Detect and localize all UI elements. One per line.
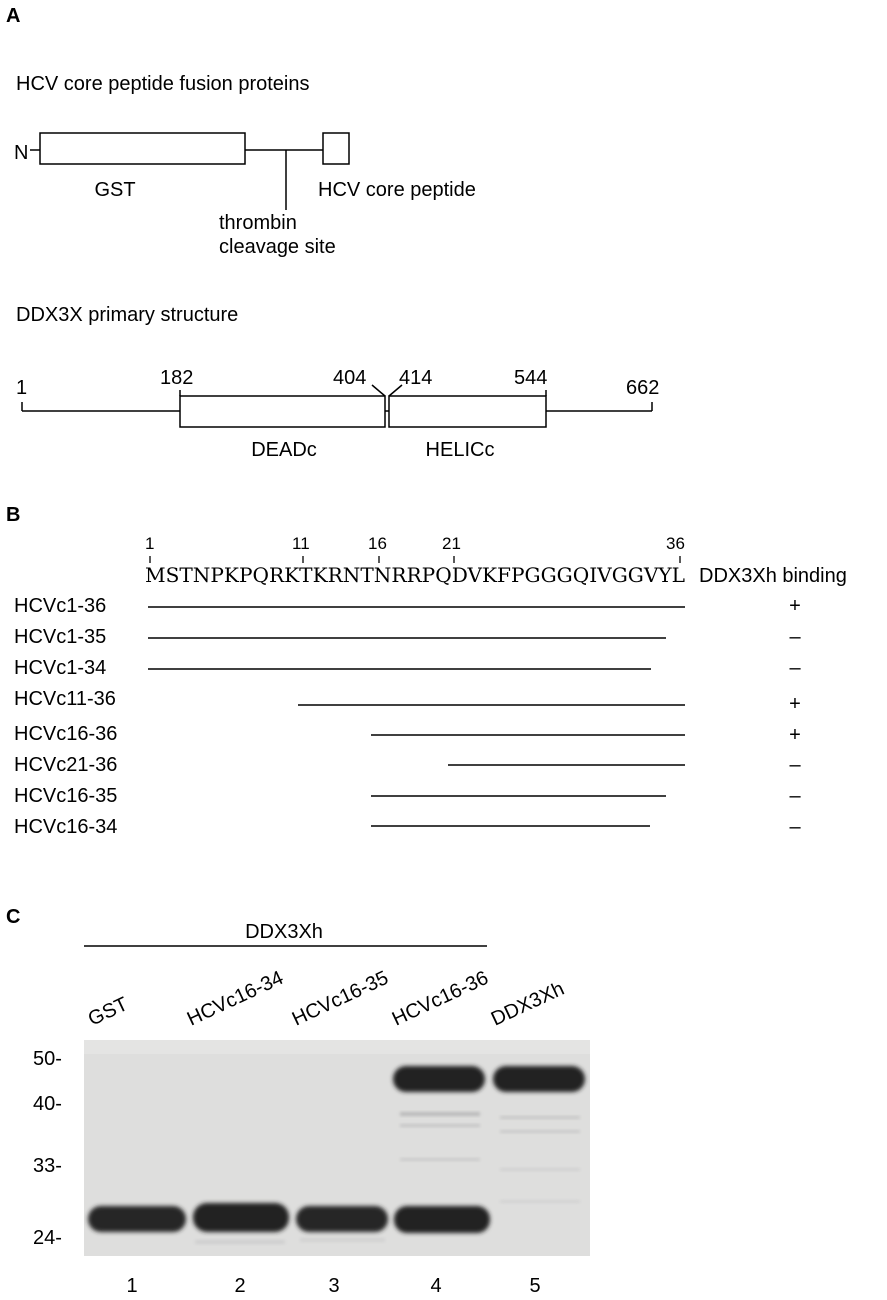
gst-box bbox=[39, 132, 246, 165]
construct-name: HCVc1-34 bbox=[14, 657, 106, 679]
lane-number-4: 4 bbox=[430, 1275, 441, 1297]
lane-label-5: DDX3Xh bbox=[488, 978, 568, 1031]
deadc-label: DEADc bbox=[251, 439, 317, 461]
lane-label-4: HCVc16-36 bbox=[389, 967, 492, 1031]
tick-414 bbox=[388, 384, 403, 397]
lane-number-3: 3 bbox=[328, 1275, 339, 1297]
construct-row-6: HCVc21-36 – bbox=[14, 754, 801, 776]
panel-c: C DDX3Xh GST HCVc16-34 HCVc16-35 HCVc16-… bbox=[6, 906, 590, 1297]
faint-band bbox=[500, 1168, 580, 1171]
residue-tick-11: 11 bbox=[292, 534, 310, 553]
helicc-domain-box bbox=[388, 395, 547, 428]
faint-band bbox=[500, 1130, 580, 1133]
construct-row-4: HCVc11-36 + bbox=[14, 688, 801, 715]
faint-band bbox=[500, 1116, 580, 1119]
lane-number-2: 2 bbox=[234, 1275, 245, 1297]
faint-band bbox=[500, 1200, 580, 1203]
fusion-construct-diagram: N GST HCV core peptide thrombin cleavage… bbox=[14, 132, 476, 258]
core-peptide-label: HCV core peptide bbox=[318, 179, 476, 201]
lane-label-3: HCVc16-35 bbox=[289, 967, 392, 1031]
construct-name: HCVc1-35 bbox=[14, 626, 106, 648]
ddx3x-title: DDX3X primary structure bbox=[16, 304, 238, 326]
position-182: 182 bbox=[160, 367, 193, 389]
panel-c-label: C bbox=[6, 906, 20, 928]
position-544: 544 bbox=[514, 367, 547, 389]
binding-result: + bbox=[789, 693, 801, 715]
lane-label-1: GST bbox=[85, 993, 132, 1030]
construct-row-5: HCVc16-36 + bbox=[14, 723, 801, 746]
ddx3xh-band-lane-4 bbox=[393, 1066, 485, 1092]
cleavage-label-line1: thrombin bbox=[219, 212, 297, 234]
ddx3xh-band-lane-5 bbox=[493, 1066, 585, 1092]
deadc-domain-box bbox=[179, 395, 386, 428]
binding-result: – bbox=[789, 785, 801, 807]
gel-top-edge bbox=[84, 1040, 590, 1054]
construct-row-3: HCVc1-34 – bbox=[14, 657, 801, 679]
construct-name: HCVc21-36 bbox=[14, 754, 117, 776]
helicc-label: HELICc bbox=[426, 439, 495, 461]
binding-header: DDX3Xh binding bbox=[699, 565, 847, 587]
marker-33: 33- bbox=[33, 1155, 62, 1177]
panel-a-label: A bbox=[6, 5, 20, 27]
panel-b: B 1 11 16 21 36 MSTNPKPQRKTKRNTNRRPQDVKF… bbox=[6, 504, 847, 838]
construct-name: HCVc16-35 bbox=[14, 785, 117, 807]
binding-result: – bbox=[789, 816, 801, 838]
residue-tick-21: 21 bbox=[442, 534, 461, 553]
lane-number-5: 5 bbox=[529, 1275, 540, 1297]
gst-fusion-band-lane-3 bbox=[296, 1206, 388, 1232]
cleavage-label-line2: cleavage site bbox=[219, 236, 336, 258]
construct-row-1: HCVc1-36 + bbox=[14, 595, 801, 617]
sds-page-gel bbox=[84, 1040, 590, 1256]
lane-number-1: 1 bbox=[126, 1275, 137, 1297]
residue-tick-36: 36 bbox=[666, 534, 685, 553]
binding-result: – bbox=[789, 754, 801, 776]
faint-band bbox=[300, 1238, 385, 1242]
binding-result: + bbox=[789, 724, 801, 746]
construct-name: HCVc16-36 bbox=[14, 723, 117, 745]
position-662: 662 bbox=[626, 377, 659, 399]
ddx3xh-group-label: DDX3Xh bbox=[245, 921, 323, 943]
lane-label-2: HCVc16-34 bbox=[184, 967, 287, 1031]
core-peptide-sequence: MSTNPKPQRKTKRNTNRRPQDVKFPGGGQIVGGVYL bbox=[145, 564, 685, 587]
binding-result: – bbox=[789, 657, 801, 679]
marker-24: 24- bbox=[33, 1227, 62, 1249]
gst-label: GST bbox=[94, 179, 135, 201]
faint-band bbox=[400, 1158, 480, 1161]
residue-tick-16: 16 bbox=[368, 534, 387, 553]
construct-row-8: HCVc16-34 – bbox=[14, 816, 801, 838]
construct-row-2: HCVc1-35 – bbox=[14, 626, 801, 648]
gst-band-lane-1 bbox=[88, 1206, 186, 1232]
residue-tick-1: 1 bbox=[145, 534, 154, 553]
gst-fusion-band-lane-2 bbox=[193, 1203, 289, 1232]
construct-name: HCVc1-36 bbox=[14, 595, 106, 617]
n-terminus-label: N bbox=[14, 142, 28, 164]
tick-404 bbox=[371, 384, 386, 397]
faint-band bbox=[400, 1112, 480, 1116]
binding-result: + bbox=[789, 595, 801, 617]
construct-row-7: HCVc16-35 – bbox=[14, 785, 801, 807]
construct-name: HCVc16-34 bbox=[14, 816, 117, 838]
marker-40: 40- bbox=[33, 1093, 62, 1115]
position-1: 1 bbox=[16, 377, 27, 399]
position-414: 414 bbox=[399, 367, 432, 389]
panel-b-label: B bbox=[6, 504, 20, 526]
core-peptide-box bbox=[322, 132, 350, 165]
construct-name: HCVc11-36 bbox=[14, 688, 116, 710]
fusion-title: HCV core peptide fusion proteins bbox=[16, 73, 310, 95]
panel-a: A HCV core peptide fusion proteins N GST… bbox=[6, 5, 659, 461]
marker-50: 50- bbox=[33, 1048, 62, 1070]
faint-band bbox=[195, 1240, 285, 1244]
gst-fusion-band-lane-4 bbox=[394, 1206, 490, 1233]
position-404: 404 bbox=[333, 367, 366, 389]
binding-result: – bbox=[789, 626, 801, 648]
faint-band bbox=[400, 1124, 480, 1127]
ddx3x-structure-diagram: 1 182 404 414 544 662 DEADc HELICc bbox=[16, 367, 659, 461]
